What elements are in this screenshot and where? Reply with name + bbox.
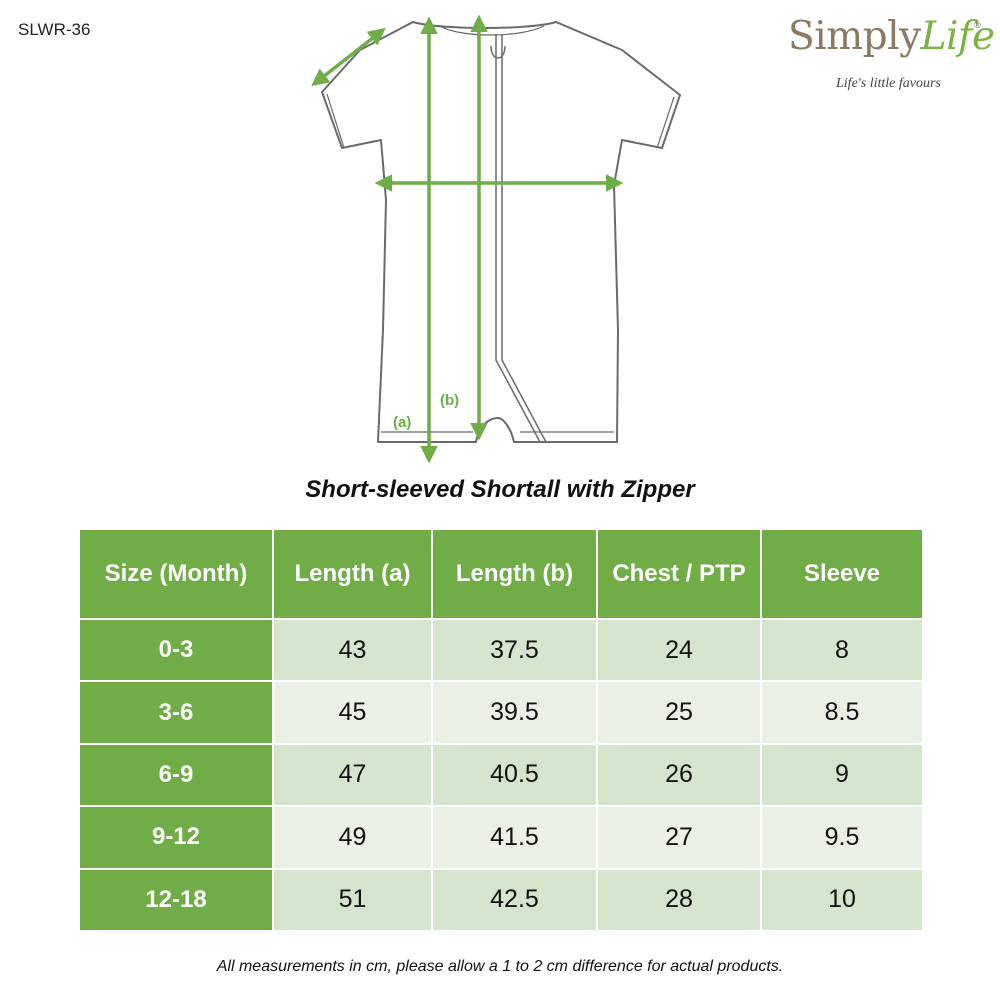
- label-a: (a): [393, 414, 411, 431]
- brand-name: SimplyLife: [788, 14, 995, 59]
- table-header-row: Size (Month) Length (a) Length (b) Chest…: [78, 528, 924, 620]
- length-a-cell: 49: [272, 805, 433, 870]
- header-length-b: Length (b): [431, 528, 598, 620]
- shortall-outline: [321, 21, 681, 443]
- header-size: Size (Month): [78, 528, 274, 620]
- length-a-cell: 45: [272, 680, 433, 745]
- header-length-a: Length (a): [272, 528, 433, 620]
- sleeve-arrow: [311, 27, 386, 87]
- size-cell: 9-12: [78, 805, 274, 870]
- brand-name-part1: Simply: [788, 14, 921, 59]
- measurement-arrows: [311, 14, 624, 464]
- table-row: 0-3 43 37.5 24 8: [78, 617, 924, 683]
- header-chest: Chest / PTP: [596, 528, 762, 620]
- length-a-cell: 43: [272, 617, 433, 683]
- chest-cell: 27: [596, 805, 762, 870]
- brand-name-part2: Life: [920, 14, 995, 59]
- table-row: 6-9 47 40.5 26 9: [78, 742, 924, 808]
- length-b-cell: 39.5: [431, 680, 598, 745]
- table-row: 12-18 51 42.5 28 10: [78, 867, 924, 933]
- chest-cell: 25: [596, 680, 762, 745]
- sleeve-cell: 8.5: [760, 680, 924, 745]
- sleeve-cell: 10: [760, 867, 924, 933]
- length-a-cell: 51: [272, 867, 433, 933]
- length-b-cell: 40.5: [431, 742, 598, 808]
- size-cell: 0-3: [78, 617, 274, 683]
- label-b: (b): [440, 392, 459, 409]
- garment-diagram: (a) (b): [311, 14, 681, 464]
- length-b-cell: 41.5: [431, 805, 598, 870]
- sleeve-cell: 9.5: [760, 805, 924, 870]
- sleeve-cell: 8: [760, 617, 924, 683]
- product-code: SLWR-36: [18, 20, 91, 39]
- brand-tagline: Life's little favours: [836, 76, 941, 91]
- size-cell: 3-6: [78, 680, 274, 745]
- chest-cell: 26: [596, 742, 762, 808]
- registered-mark: ®: [974, 20, 981, 30]
- table-row: 9-12 49 41.5 27 9.5: [78, 805, 924, 870]
- chest-cell: 24: [596, 617, 762, 683]
- product-title: Short-sleeved Shortall with Zipper: [305, 476, 695, 503]
- size-cell: 12-18: [78, 867, 274, 933]
- size-cell: 6-9: [78, 742, 274, 808]
- sleeve-cell: 9: [760, 742, 924, 808]
- measurement-footnote: All measurements in cm, please allow a 1…: [216, 958, 784, 975]
- table-row: 3-6 45 39.5 25 8.5: [78, 680, 924, 745]
- chest-cell: 28: [596, 867, 762, 933]
- length-b-cell: 37.5: [431, 617, 598, 683]
- size-chart-table: Size (Month) Length (a) Length (b) Chest…: [78, 528, 924, 933]
- length-a-cell: 47: [272, 742, 433, 808]
- header-sleeve: Sleeve: [760, 528, 924, 620]
- length-b-cell: 42.5: [431, 867, 598, 933]
- brand-logo: SimplyLife ® Life's little favours: [788, 14, 995, 94]
